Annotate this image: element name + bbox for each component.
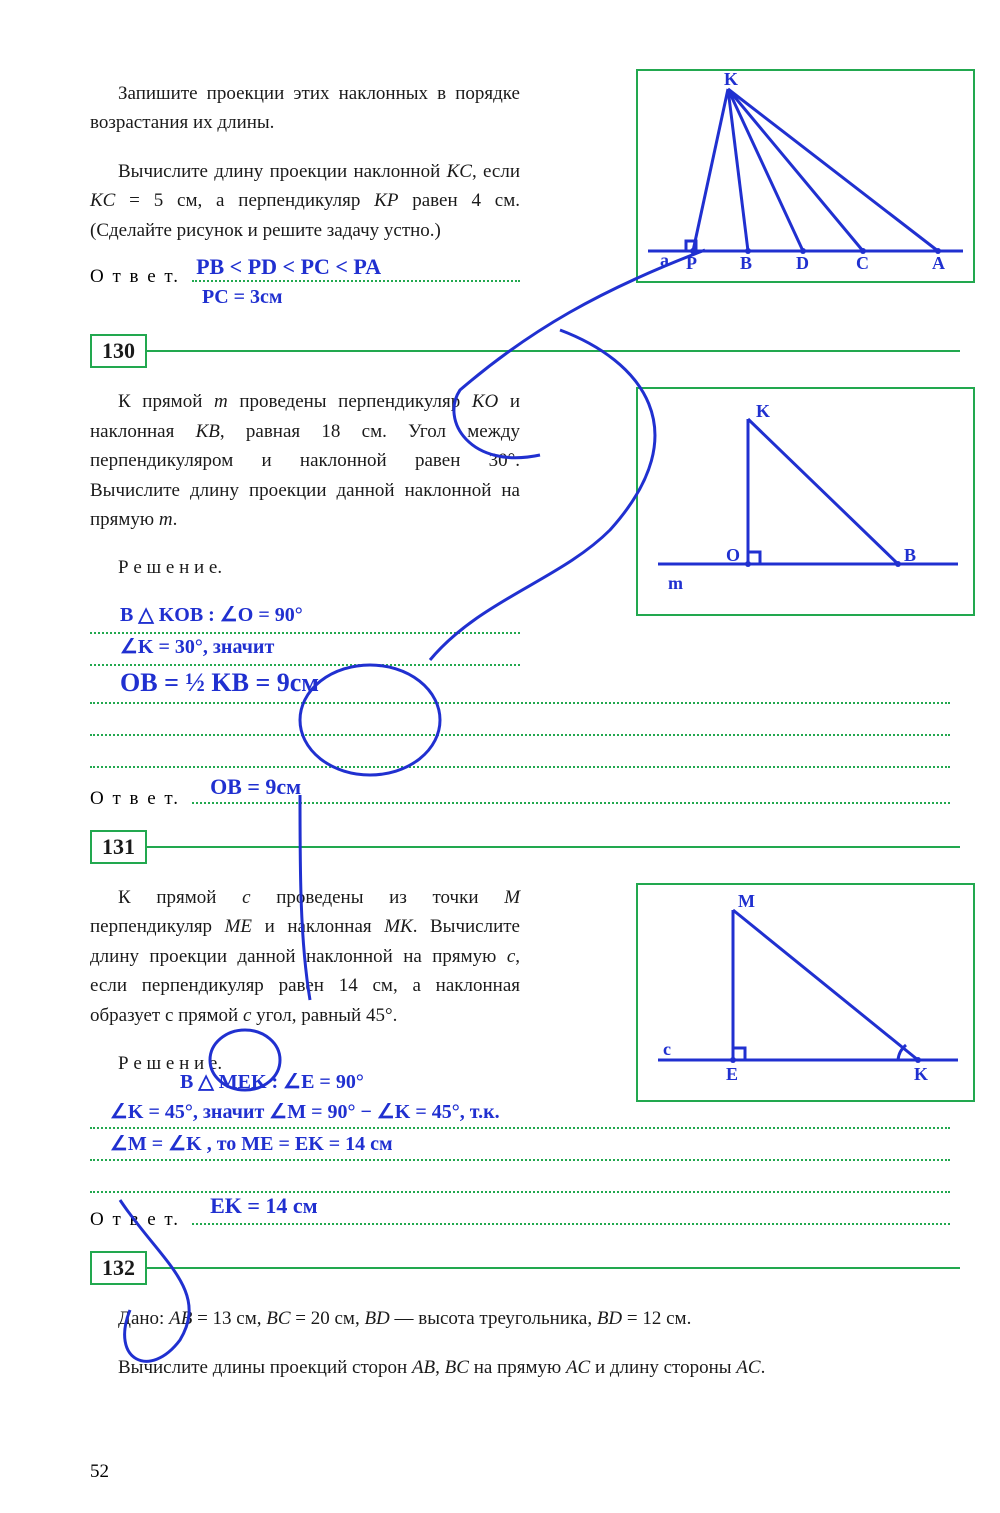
solution-label: Р е ш е н и е. [90,553,520,582]
p130-hw2: ∠K = 30°, значит [120,634,274,659]
p131-hw3: ∠M = ∠K , то ME = EK = 14 см [110,1131,393,1156]
dotted-line: В △ KOB : ∠O = 90° [90,602,520,634]
p131-hw1: В △ MEK : ∠E = 90° [180,1069,364,1094]
answer-label: О т в е т. [90,788,180,810]
dotted-line: OB = 9см [192,786,950,804]
problem-131: К прямой c проведены из точки M перпенди… [90,883,960,1232]
p130-solution: В △ KOB : ∠O = 90° ∠K = 30°, значит [90,602,520,666]
p132-paragraph: Дано: AB = 13 см, BC = 20 см, BD — высот… [90,1304,960,1333]
lbl-D: D [796,253,809,273]
p131-answer-hw: EK = 14 см [210,1193,318,1219]
p131-diagram-svg: M E K c [638,885,973,1100]
lbl-C: C [856,253,869,273]
lbl-B: B [740,253,752,273]
p132-text: Дано: AB = 13 см, BC = 20 см, BD — высот… [90,1304,960,1382]
lbl-A: A [932,253,945,273]
lbl-a: a [660,250,669,270]
lbl-E: E [726,1064,738,1084]
p130-diagram: K O B m [636,387,975,616]
p131-text: К прямой c проведены из точки M перпенди… [90,883,520,1079]
p129-line2: Вычислите длину проекции наклонной KC, е… [90,157,520,245]
p130-answer: О т в е т. OB = 9см [90,786,950,810]
p130-diagram-svg: K O B m [638,389,973,614]
dotted-line: ∠M = ∠K , то ME = EK = 14 см [90,1129,950,1161]
dotted-line [90,704,950,736]
p130-hw3: OB = ½ KB = 9см [120,668,319,698]
dotted-line: PB < PD < PC < PA [192,264,520,282]
p131-diagram: M E K c [636,883,975,1102]
lbl-K: K [914,1064,928,1084]
problem-129-text: Запишите проекции этих наклонных в поряд… [90,79,520,314]
dotted-line: OB = ½ KB = 9см [90,672,950,704]
p131-number: 131 [90,830,147,864]
lbl-c: c [663,1039,671,1059]
lbl-B: B [904,545,916,565]
page-number: 52 [90,1461,109,1483]
p131-header: 131 [90,830,960,864]
p130-paragraph: К прямой m проведены перпендикуляр KO и … [90,387,520,534]
answer-label: О т в е т. [90,266,180,288]
divider [147,1267,960,1269]
p129-diagram-svg: K a P B D C A [638,71,973,281]
p129-answer-row: О т в е т. PB < PD < PC < PA [90,264,520,288]
answer-label: О т в е т. [90,1209,180,1231]
dotted-line [90,736,950,768]
p130-header: 130 [90,334,960,368]
lbl-M: M [738,891,755,911]
dotted-line [90,1161,950,1193]
problem-130: К прямой m проведены перпендикуляр KO и … [90,387,960,810]
p130-text: К прямой m проведены перпендикуляр KO и … [90,387,520,583]
p132-number: 132 [90,1251,147,1285]
problem-132: Дано: AB = 13 см, BC = 20 см, BD — высот… [90,1304,960,1382]
dotted-line: EK = 14 см [192,1207,950,1225]
p131-paragraph: К прямой c проведены из точки M перпенди… [90,883,520,1030]
problem-129: Запишите проекции этих наклонных в поряд… [90,79,960,314]
p129-hw1: PB < PD < PC < PA [196,254,381,280]
p130-solution-wide: OB = ½ KB = 9см [90,672,950,768]
lbl-K: K [724,71,738,89]
p131-solution: В △ MEK : ∠E = 90° ∠K = 45°, значит ∠M =… [90,1097,950,1193]
divider [147,350,960,352]
lbl-O: O [726,545,740,565]
p130-number: 130 [90,334,147,368]
lbl-P: P [686,253,697,273]
lbl-K: K [756,401,770,421]
p129-hw2: PC = 3см [202,286,283,309]
p130-hw1: В △ KOB : ∠O = 90° [120,602,303,627]
p131-answer: О т в е т. EK = 14 см [90,1207,950,1231]
p132-header: 132 [90,1251,960,1285]
lbl-m: m [668,573,683,593]
divider [147,846,960,848]
p129-line1: Запишите проекции этих наклонных в поряд… [90,79,520,138]
dotted-line: ∠K = 30°, значит [90,634,520,666]
p130-answer-hw: OB = 9см [210,774,301,800]
p132-paragraph2: Вычислите длины проекций сторон AB, BC н… [90,1353,960,1382]
p129-diagram: K a P B D C A [636,69,975,283]
page: Запишите проекции этих наклонных в поряд… [0,0,1000,1513]
p131-hw2: ∠K = 45°, значит ∠M = 90° − ∠K = 45°, т.… [110,1099,500,1124]
